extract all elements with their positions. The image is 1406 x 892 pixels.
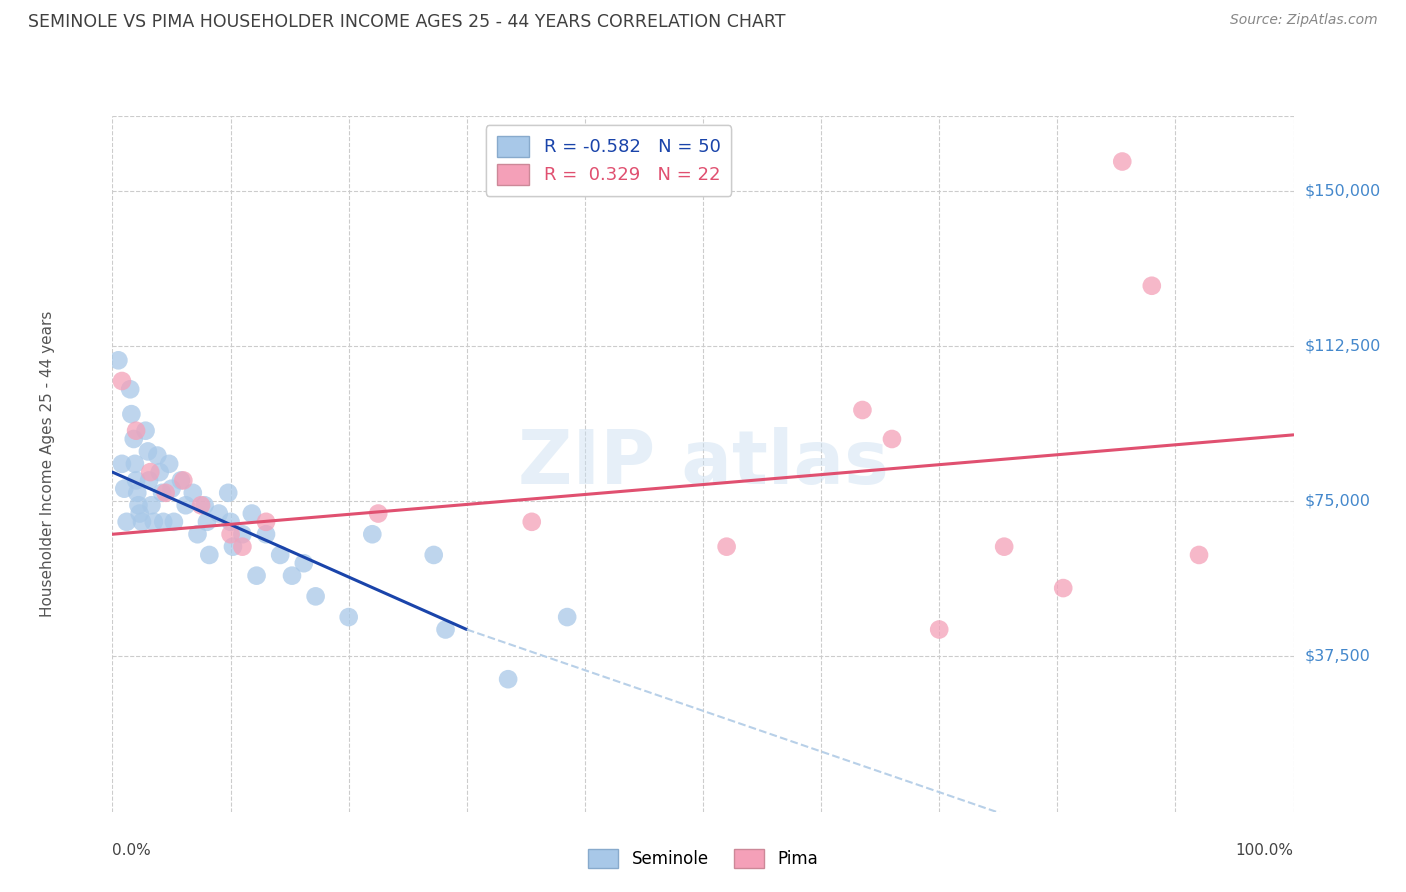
Point: [231, 540, 253, 554]
Point: [141, 498, 163, 512]
Point: [142, 515, 165, 529]
Point: [254, 527, 277, 541]
Text: Householder Income Ages 25 - 44 years: Householder Income Ages 25 - 44 years: [39, 310, 55, 617]
Point: [190, 498, 212, 512]
Point: [181, 485, 204, 500]
Point: [131, 515, 153, 529]
Point: [361, 527, 384, 541]
Point: [155, 485, 177, 500]
Point: [122, 432, 145, 446]
Point: [111, 374, 134, 388]
Point: [120, 407, 142, 421]
Point: [231, 527, 253, 541]
Point: [240, 507, 263, 521]
Point: [1140, 278, 1163, 293]
Point: [304, 590, 326, 604]
Point: [281, 568, 304, 582]
Point: [174, 498, 197, 512]
Point: [195, 515, 218, 529]
Point: [128, 507, 150, 521]
Text: 0.0%: 0.0%: [112, 843, 152, 858]
Point: [1188, 548, 1211, 562]
Point: [172, 474, 194, 488]
Point: [149, 465, 172, 479]
Point: [367, 507, 389, 521]
Point: [111, 457, 134, 471]
Point: [127, 498, 149, 512]
Point: [125, 474, 148, 488]
Text: $37,500: $37,500: [1305, 648, 1371, 664]
Point: [219, 515, 242, 529]
Point: [851, 403, 873, 417]
Point: [136, 444, 159, 458]
Point: [146, 449, 169, 463]
Point: [555, 610, 578, 624]
Point: [170, 474, 193, 488]
Point: [496, 672, 519, 686]
Point: [139, 465, 162, 479]
Point: [115, 515, 138, 529]
Legend: R = -0.582   N = 50, R =  0.329   N = 22: R = -0.582 N = 50, R = 0.329 N = 22: [486, 125, 731, 195]
Point: [160, 482, 183, 496]
Point: [135, 424, 157, 438]
Point: [125, 424, 148, 438]
Point: [186, 527, 208, 541]
Legend: Seminole, Pima: Seminole, Pima: [582, 842, 824, 875]
Point: [245, 568, 267, 582]
Point: [928, 623, 950, 637]
Point: [337, 610, 360, 624]
Text: SEMINOLE VS PIMA HOUSEHOLDER INCOME AGES 25 - 44 YEARS CORRELATION CHART: SEMINOLE VS PIMA HOUSEHOLDER INCOME AGES…: [28, 13, 786, 31]
Point: [993, 540, 1015, 554]
Text: $150,000: $150,000: [1305, 183, 1381, 198]
Point: [198, 548, 221, 562]
Point: [716, 540, 738, 554]
Text: Source: ZipAtlas.com: Source: ZipAtlas.com: [1230, 13, 1378, 28]
Point: [880, 432, 903, 446]
Point: [222, 540, 245, 554]
Point: [194, 498, 217, 512]
Point: [208, 507, 231, 521]
Text: $112,500: $112,500: [1305, 338, 1381, 353]
Point: [120, 382, 142, 396]
Point: [434, 623, 457, 637]
Point: [269, 548, 291, 562]
Text: 100.0%: 100.0%: [1236, 843, 1294, 858]
Point: [157, 457, 180, 471]
Point: [1052, 581, 1074, 595]
Text: ZIP atlas: ZIP atlas: [517, 427, 889, 500]
Point: [150, 485, 173, 500]
Text: $75,000: $75,000: [1305, 493, 1371, 508]
Point: [112, 482, 135, 496]
Point: [217, 485, 239, 500]
Point: [254, 515, 277, 529]
Point: [124, 457, 146, 471]
Point: [1111, 154, 1133, 169]
Point: [292, 556, 315, 570]
Point: [138, 474, 160, 488]
Point: [219, 527, 242, 541]
Point: [152, 515, 174, 529]
Point: [520, 515, 543, 529]
Point: [127, 485, 149, 500]
Point: [163, 515, 186, 529]
Point: [107, 353, 129, 368]
Point: [422, 548, 444, 562]
